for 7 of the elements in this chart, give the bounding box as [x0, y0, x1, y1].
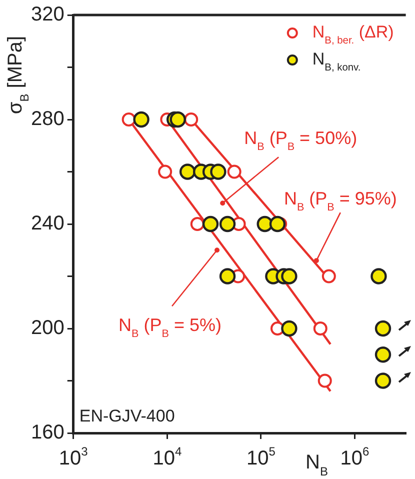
annotation: EN-GJV-400	[79, 406, 175, 426]
y-tick-label: 200	[30, 317, 64, 340]
y-axis-title: σB [MPa]	[4, 36, 32, 114]
y-tick-label: 280	[30, 108, 64, 130]
y-tick-label: 240	[30, 212, 64, 235]
y-tick-label: 160	[30, 422, 64, 444]
y-tick-label: 320	[30, 4, 64, 26]
